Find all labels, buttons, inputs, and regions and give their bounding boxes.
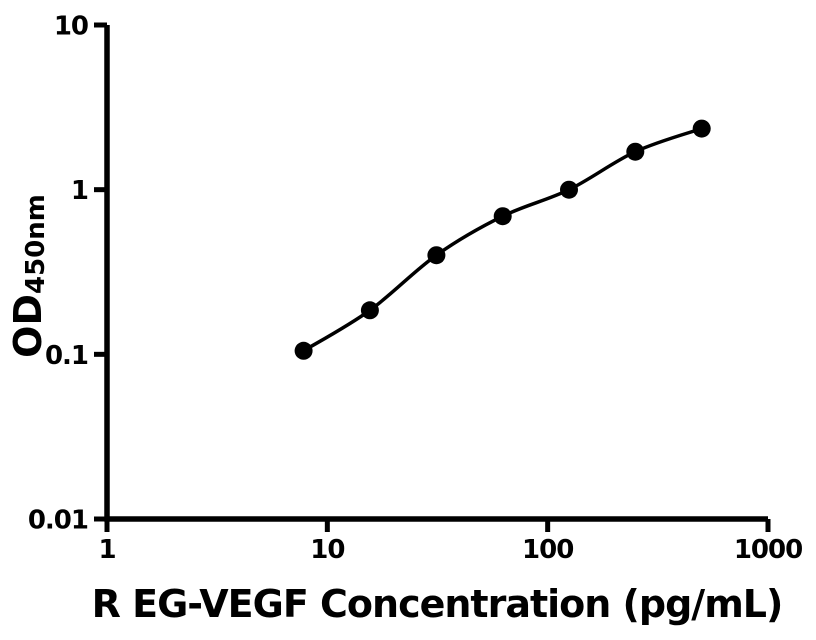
x-tick-label: 100 bbox=[522, 535, 573, 565]
x-axis-title: R EG-VEGF Concentration (pg/mL) bbox=[92, 582, 783, 626]
x-tick-label: 1000 bbox=[734, 535, 802, 565]
data-point-marker bbox=[294, 341, 313, 360]
x-tick-label: 1 bbox=[98, 535, 115, 565]
y-tick-label: 0.1 bbox=[45, 341, 88, 371]
standard-curve-line bbox=[301, 126, 704, 353]
data-point-marker bbox=[427, 246, 446, 265]
x-axis: 1 10 100 1000 bbox=[98, 519, 803, 565]
data-point-marker bbox=[560, 180, 578, 199]
y-tick-label: 10 bbox=[54, 12, 88, 42]
y-tick-label: 0.01 bbox=[28, 506, 88, 536]
y-axis-title-subscript: 450nm bbox=[21, 194, 51, 294]
data-point-marker bbox=[493, 207, 512, 226]
axes-spine bbox=[104, 25, 768, 522]
y-axis: 0.01 0.1 1 10 bbox=[28, 12, 107, 536]
x-tick-label: 10 bbox=[310, 535, 344, 565]
data-points bbox=[294, 119, 711, 360]
data-point-marker bbox=[360, 301, 379, 320]
data-point-marker bbox=[692, 119, 711, 138]
y-axis-title: OD450nm bbox=[6, 194, 51, 358]
data-point-marker bbox=[626, 142, 645, 161]
y-axis-title-main: OD bbox=[6, 294, 50, 358]
y-tick-label: 1 bbox=[71, 176, 88, 206]
